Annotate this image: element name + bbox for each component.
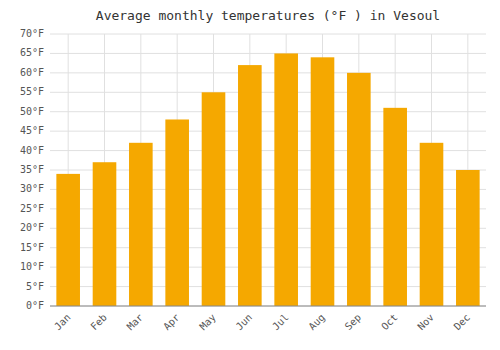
bar <box>238 65 262 306</box>
bar <box>311 57 335 306</box>
y-grid-line <box>50 131 486 132</box>
y-tick-label: 25°F <box>20 203 44 214</box>
x-tick-label: Apr <box>161 312 182 333</box>
x-tick-label: Aug <box>306 312 327 333</box>
x-tick-label: Jul <box>270 312 291 333</box>
y-tick-label: 20°F <box>20 222 44 233</box>
x-tick-label: Feb <box>88 312 109 333</box>
y-tick-label: 50°F <box>20 106 44 117</box>
y-tick-label: 70°F <box>20 28 44 39</box>
y-tick-label: 65°F <box>20 47 44 58</box>
bar <box>56 174 80 306</box>
y-tick-label: 45°F <box>20 125 44 136</box>
bar <box>383 108 407 306</box>
chart-container: Average monthly temperatures (°F ) in Ve… <box>0 0 500 350</box>
chart-svg: Average monthly temperatures (°F ) in Ve… <box>0 0 500 350</box>
y-tick-label: 35°F <box>20 164 44 175</box>
bar <box>202 92 226 306</box>
bar <box>165 119 189 306</box>
x-tick-label: Mar <box>125 312 146 333</box>
bar <box>93 162 117 306</box>
y-grid-line <box>50 53 486 54</box>
bar <box>129 143 153 306</box>
x-tick-label: Jun <box>234 312 255 333</box>
x-axis-line <box>50 306 486 307</box>
y-tick-label: 5°F <box>26 281 44 292</box>
y-grid-line <box>50 306 486 307</box>
bar <box>347 73 371 306</box>
x-tick-labels: Jan Feb Mar Apr May Jun Jul Aug Sep Oct Nov Dec <box>52 312 472 333</box>
grid <box>50 34 486 306</box>
chart-title: Average monthly temperatures (°F ) in Ve… <box>96 8 440 23</box>
y-tick-label: 10°F <box>20 261 44 272</box>
x-tick-label: Sep <box>343 312 364 333</box>
y-tick-label: 60°F <box>20 67 44 78</box>
x-tick-label: Nov <box>415 312 436 333</box>
y-tick-label: 40°F <box>20 145 44 156</box>
y-tick-label: 0°F <box>26 300 44 311</box>
bars <box>56 53 479 306</box>
bar <box>274 53 298 306</box>
y-grid-line <box>50 111 486 112</box>
y-grid-line <box>50 92 486 93</box>
y-grid-line <box>50 72 486 73</box>
y-tick-label: 30°F <box>20 183 44 194</box>
y-tick-label: 15°F <box>20 242 44 253</box>
x-tick-label: Oct <box>379 312 400 333</box>
bar <box>456 170 480 306</box>
y-tick-labels: 0°F 5°F 10°F 15°F 20°F 25°F 30°F 35°F 40°F 45°F 50… <box>20 28 44 311</box>
x-tick-label: Jan <box>52 312 73 333</box>
bar <box>420 143 444 306</box>
x-tick-label: May <box>197 312 218 333</box>
y-tick-label: 55°F <box>20 86 44 97</box>
y-grid-line <box>50 34 486 35</box>
x-tick-label: Dec <box>452 312 473 333</box>
